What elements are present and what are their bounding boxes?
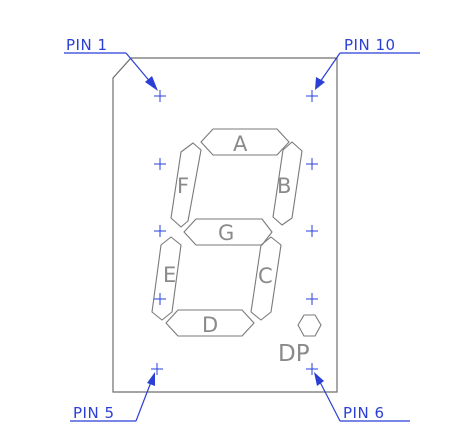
- segment-g: [183, 218, 273, 246]
- pin-1-leader: [125, 52, 153, 85]
- pin-6-leader: [319, 381, 341, 422]
- decimal-point-label: DP: [278, 341, 310, 367]
- segment-f-label: F: [177, 174, 189, 198]
- segment-g-label: G: [218, 221, 234, 245]
- crosshair-right-7: [306, 293, 318, 305]
- pin-5-leader: [135, 381, 152, 422]
- crosshair-pin-5: [151, 363, 163, 375]
- pin-5-callout: PIN 5: [70, 372, 155, 422]
- segment-b: [272, 141, 303, 226]
- pin-10-leader: [319, 52, 341, 83]
- package-body: [112, 57, 338, 393]
- pin-10-callout: PIN 10: [315, 36, 420, 90]
- pin-5-label: PIN 5: [73, 404, 115, 422]
- segment-a-label: A: [233, 132, 248, 156]
- crosshair-pin-10: [306, 90, 318, 102]
- segment-b-label: B: [277, 174, 291, 198]
- pin-6-arrow-icon: [314, 372, 324, 386]
- pin-6-label: PIN 6: [343, 404, 385, 422]
- segment-f: [170, 142, 202, 228]
- crosshair-left-3: [154, 225, 166, 237]
- decimal-point: [297, 314, 322, 337]
- segment-c-label: C: [258, 264, 273, 288]
- pin-1-label: PIN 1: [66, 36, 108, 54]
- pin-6-callout: PIN 6: [314, 372, 410, 422]
- segment-c: [250, 236, 282, 321]
- pin-1-arrow-icon: [145, 76, 158, 91]
- segment-d: [165, 309, 255, 337]
- pin-10-arrow-icon: [315, 77, 325, 90]
- crosshair-left-4: [154, 293, 166, 305]
- segment-d-label: D: [202, 313, 218, 337]
- segment-a: [200, 128, 290, 156]
- pin-10-label: PIN 10: [344, 36, 396, 54]
- crosshair-pin-6: [306, 363, 318, 375]
- segment-e-label: E: [163, 263, 176, 287]
- pin-crosshairs: [151, 90, 318, 375]
- pin-1-callout: PIN 1: [64, 36, 158, 91]
- crosshair-pin-1: [154, 90, 166, 102]
- crosshair-left-2: [154, 158, 166, 170]
- segment-e: [151, 236, 182, 321]
- crosshair-right-8: [306, 225, 318, 237]
- pin-5-arrow-icon: [147, 372, 155, 386]
- crosshair-right-9: [306, 158, 318, 170]
